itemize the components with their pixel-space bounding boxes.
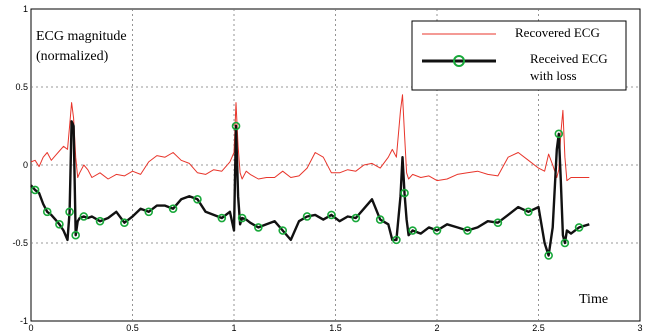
received-ecg-marker (574, 223, 584, 232)
y-tick-label: -1 (20, 316, 28, 326)
legend-label-received-line1: Received ECG (530, 51, 608, 66)
received-ecg-marker (524, 207, 533, 217)
received-ecg-marker (30, 185, 40, 195)
received-ecg-marker (55, 219, 64, 229)
received-ecg-marker (71, 230, 80, 240)
received-ecg-marker (65, 207, 74, 217)
received-ecg-marker (463, 226, 472, 235)
x-tick-label: 0.5 (126, 323, 139, 333)
received-ecg-marker (278, 226, 288, 235)
received-ecg-marker (400, 188, 409, 198)
y-axis-label-line1: ECG magnitude (36, 29, 127, 44)
received-ecg-marker (544, 251, 553, 260)
received-ecg-marker (144, 207, 154, 217)
received-ecg-marker (560, 238, 570, 248)
received-ecg-marker (95, 216, 105, 226)
received-ecg-marker (254, 223, 263, 232)
received-ecg-marker (79, 212, 89, 221)
received-ecg-marker (217, 213, 227, 223)
received-ecg-marker (120, 218, 129, 228)
y-tick-label: 0 (23, 160, 28, 170)
legend: Recovered ECG Received ECG with loss (411, 20, 627, 91)
y-tick-labels: -1 -0.5 0 0.5 1 (12, 4, 28, 326)
y-tick-label: 0.5 (15, 82, 28, 92)
received-ecg-marker (193, 195, 202, 204)
legend-label-recovered: Recovered ECG (515, 25, 600, 40)
received-ecg-marker (42, 207, 52, 217)
x-tick-label: 2 (434, 323, 439, 333)
received-ecg-marker (375, 215, 385, 224)
x-tick-label: 1.5 (329, 323, 342, 333)
received-ecg-marker (432, 226, 442, 235)
x-tick-label: 3 (637, 323, 642, 333)
x-tick-label: 2.5 (532, 323, 545, 333)
y-tick-label: -0.5 (12, 238, 28, 248)
x-tick-labels: 0 0.5 1 1.5 2 2.5 3 (28, 323, 642, 333)
received-ecg-marker (237, 213, 247, 223)
received-ecg-marker (168, 204, 178, 213)
legend-marker-received (453, 55, 465, 67)
legend-label-received-line2: with loss (530, 68, 577, 83)
received-ecg-marker (554, 129, 564, 139)
y-tick-label: 1 (23, 4, 28, 14)
x-axis-label: Time (579, 292, 608, 307)
legend-box (411, 20, 627, 91)
received-ecg-marker (231, 121, 241, 131)
received-ecg-marker (302, 212, 312, 221)
received-ecg-marker (392, 235, 401, 245)
x-tick-label: 0 (28, 323, 33, 333)
recovered-ecg-line (30, 94, 590, 182)
received-ecg-marker (327, 210, 336, 220)
y-axis-label-line2: (normalized) (36, 49, 109, 64)
received-ecg-marker (351, 213, 361, 223)
x-tick-label: 1 (231, 323, 236, 333)
received-ecg-marker (408, 226, 417, 235)
received-ecg-marker (493, 218, 503, 228)
series-group (30, 94, 590, 260)
